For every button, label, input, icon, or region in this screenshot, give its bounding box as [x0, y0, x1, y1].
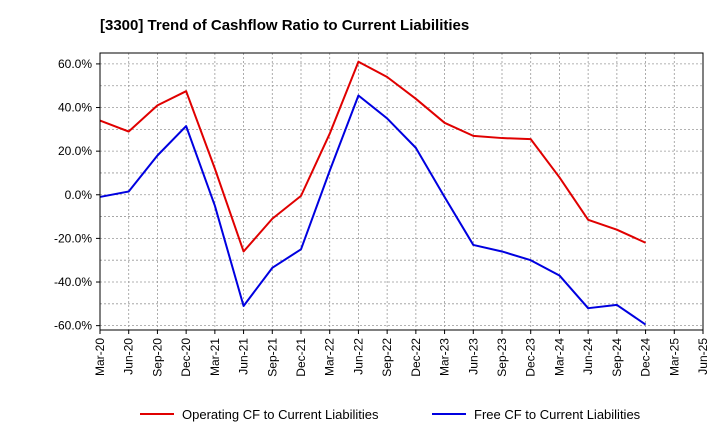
- x-tick-label: Mar-20: [93, 338, 107, 376]
- y-axis-tick-labels: 60.0% 40.0% 20.0% 0.0% -20.0% -40.0% -60.0%: [54, 57, 100, 333]
- x-tick-label: Jun-24: [581, 338, 595, 375]
- x-tick-label: Dec-24: [639, 338, 653, 377]
- legend: Operating CF to Current Liabilities Free …: [140, 407, 641, 422]
- grid-lines: [99, 53, 704, 330]
- x-tick-label: Mar-21: [208, 338, 222, 376]
- x-tick-label: Sep-20: [150, 338, 164, 377]
- y-tick-label: 40.0%: [58, 101, 92, 115]
- x-tick-label: Dec-20: [179, 338, 193, 377]
- x-tick-label: Sep-21: [265, 338, 279, 377]
- chart-title: [3300] Trend of Cashflow Ratio to Curren…: [100, 17, 469, 34]
- y-tick-label: -60.0%: [54, 319, 92, 333]
- plot-area-frame: [99, 52, 704, 331]
- y-tick-label: -20.0%: [54, 231, 92, 245]
- y-tick-label: 60.0%: [58, 57, 92, 71]
- x-tick-label: Dec-23: [524, 338, 538, 377]
- series-line-free-cf: [99, 94, 647, 326]
- x-tick-label: Dec-21: [294, 338, 308, 377]
- legend-label: Operating CF to Current Liabilities: [182, 407, 379, 422]
- x-tick-label: Sep-24: [610, 338, 624, 377]
- x-tick-label: Jun-20: [122, 338, 136, 375]
- y-tick-label: 0.0%: [65, 188, 93, 202]
- x-tick-label: Jun-21: [237, 338, 251, 375]
- y-tick-label: -40.0%: [54, 275, 92, 289]
- legend-label: Free CF to Current Liabilities: [474, 407, 641, 422]
- x-tick-label: Mar-23: [438, 338, 452, 376]
- x-tick-label: Mar-25: [667, 338, 681, 376]
- x-tick-label: Sep-22: [380, 338, 394, 377]
- x-tick-label: Jun-23: [466, 338, 480, 375]
- x-tick-label: Jun-25: [696, 338, 710, 375]
- x-tick-label: Sep-23: [495, 338, 509, 377]
- series-line-operating-cf: [99, 60, 646, 253]
- x-axis-tick-labels: Mar-20 Jun-20 Sep-20 Dec-20 Mar-21 Jun-21 Sep-…: [93, 330, 710, 377]
- series-lines: [99, 60, 647, 326]
- y-tick-label: 20.0%: [58, 144, 92, 158]
- x-tick-label: Mar-22: [323, 338, 337, 376]
- x-tick-label: Jun-22: [351, 338, 365, 375]
- x-tick-label: Mar-24: [552, 338, 566, 376]
- x-tick-label: Dec-22: [409, 338, 423, 377]
